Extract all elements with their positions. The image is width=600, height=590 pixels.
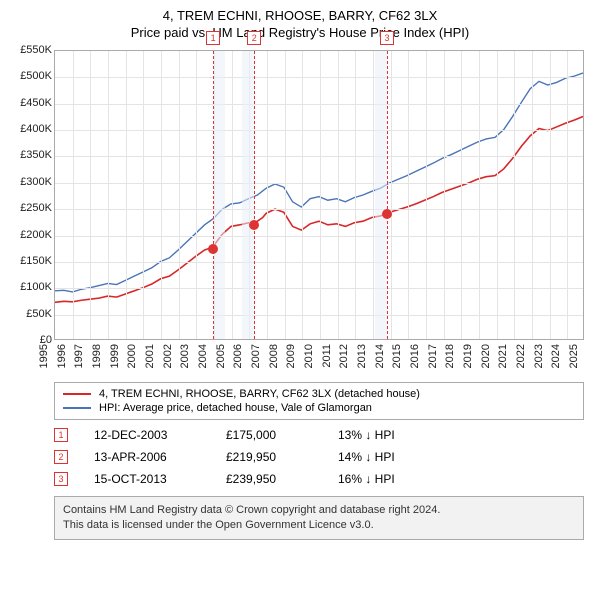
gridline-horizontal [55, 130, 583, 131]
transaction-price: £219,950 [226, 450, 316, 464]
transaction-date: 15-OCT-2013 [94, 472, 204, 486]
gridline-horizontal [55, 156, 583, 157]
chart-title-block: 4, TREM ECHNI, RHOOSE, BARRY, CF62 3LX P… [10, 8, 590, 40]
gridline-vertical [90, 51, 91, 339]
legend-label: 4, TREM ECHNI, RHOOSE, BARRY, CF62 3LX (… [99, 388, 420, 400]
sale-point-dot [382, 209, 392, 219]
gridline-vertical [479, 51, 480, 339]
chart-title-line1: 4, TREM ECHNI, RHOOSE, BARRY, CF62 3LX [10, 8, 590, 23]
gridline-vertical [355, 51, 356, 339]
transaction-row: 3 15-OCT-2013 £239,950 16% ↓ HPI [54, 468, 584, 490]
legend-item: 4, TREM ECHNI, RHOOSE, BARRY, CF62 3LX (… [63, 387, 575, 401]
gridline-vertical [497, 51, 498, 339]
transaction-date: 13-APR-2006 [94, 450, 204, 464]
chart-title-line2: Price paid vs. HM Land Registry's House … [10, 25, 590, 40]
gridline-vertical [444, 51, 445, 339]
transaction-marker: 2 [54, 450, 68, 464]
gridline-vertical [196, 51, 197, 339]
event-dashline [254, 51, 255, 339]
highlight-band [214, 51, 225, 339]
y-axis-label: £150K [10, 255, 52, 267]
event-marker: 3 [380, 31, 394, 45]
transaction-date: 12-DEC-2003 [94, 428, 204, 442]
highlight-band [242, 51, 254, 339]
gridline-vertical [391, 51, 392, 339]
transaction-row: 2 13-APR-2006 £219,950 14% ↓ HPI [54, 446, 584, 468]
plot-region: 123 [54, 50, 584, 340]
gridline-vertical [426, 51, 427, 339]
transactions-table: 1 12-DEC-2003 £175,000 13% ↓ HPI 2 13-APR-200… [54, 424, 584, 490]
gridline-vertical [302, 51, 303, 339]
sale-point-dot [208, 244, 218, 254]
gridline-vertical [161, 51, 162, 339]
event-marker: 1 [206, 31, 220, 45]
gridline-vertical [143, 51, 144, 339]
legend-item: HPI: Average price, detached house, Vale… [63, 401, 575, 415]
y-axis-label: £550K [10, 44, 52, 56]
transaction-delta: 16% ↓ HPI [338, 472, 448, 486]
transaction-delta: 14% ↓ HPI [338, 450, 448, 464]
gridline-vertical [514, 51, 515, 339]
y-axis-label: £200K [10, 229, 52, 241]
gridline-horizontal [55, 209, 583, 210]
gridline-horizontal [55, 315, 583, 316]
gridline-vertical [73, 51, 74, 339]
transaction-marker: 1 [54, 428, 68, 442]
legend-swatch [63, 393, 91, 395]
gridline-vertical [267, 51, 268, 339]
legend-swatch [63, 407, 91, 409]
chart-area: 123 £0£50K£100K£150K£200K£250K£300K£350K… [10, 46, 590, 376]
sale-point-dot [249, 220, 259, 230]
gridline-vertical [550, 51, 551, 339]
gridline-horizontal [55, 288, 583, 289]
gridline-vertical [179, 51, 180, 339]
footer-line1: Contains HM Land Registry data © Crown c… [63, 503, 575, 518]
gridline-horizontal [55, 183, 583, 184]
highlight-band [375, 51, 387, 339]
y-axis-label: £500K [10, 70, 52, 82]
gridline-horizontal [55, 77, 583, 78]
transaction-row: 1 12-DEC-2003 £175,000 13% ↓ HPI [54, 424, 584, 446]
gridline-horizontal [55, 104, 583, 105]
event-dashline [213, 51, 214, 339]
attribution-footer: Contains HM Land Registry data © Crown c… [54, 496, 584, 540]
transaction-price: £239,950 [226, 472, 316, 486]
gridline-vertical [338, 51, 339, 339]
gridline-horizontal [55, 262, 583, 263]
y-axis-label: £250K [10, 202, 52, 214]
gridline-vertical [126, 51, 127, 339]
gridline-vertical [320, 51, 321, 339]
transaction-marker: 3 [54, 472, 68, 486]
y-axis-label: £50K [10, 308, 52, 320]
y-axis-label: £300K [10, 176, 52, 188]
gridline-vertical [232, 51, 233, 339]
gridline-vertical [532, 51, 533, 339]
legend-label: HPI: Average price, detached house, Vale… [99, 402, 372, 414]
gridline-vertical [461, 51, 462, 339]
y-axis-label: £450K [10, 97, 52, 109]
event-dashline [387, 51, 388, 339]
y-axis-label: £350K [10, 149, 52, 161]
y-axis-label: £400K [10, 123, 52, 135]
y-axis-label: £100K [10, 281, 52, 293]
footer-line2: This data is licensed under the Open Gov… [63, 518, 575, 533]
gridline-vertical [567, 51, 568, 339]
gridline-vertical [285, 51, 286, 339]
legend: 4, TREM ECHNI, RHOOSE, BARRY, CF62 3LX (… [54, 382, 584, 420]
gridline-vertical [408, 51, 409, 339]
event-marker: 2 [247, 31, 261, 45]
transaction-price: £175,000 [226, 428, 316, 442]
line-series-svg [55, 51, 583, 339]
transaction-delta: 13% ↓ HPI [338, 428, 448, 442]
x-axis-label: 2025 [568, 344, 600, 368]
gridline-vertical [108, 51, 109, 339]
gridline-horizontal [55, 236, 583, 237]
